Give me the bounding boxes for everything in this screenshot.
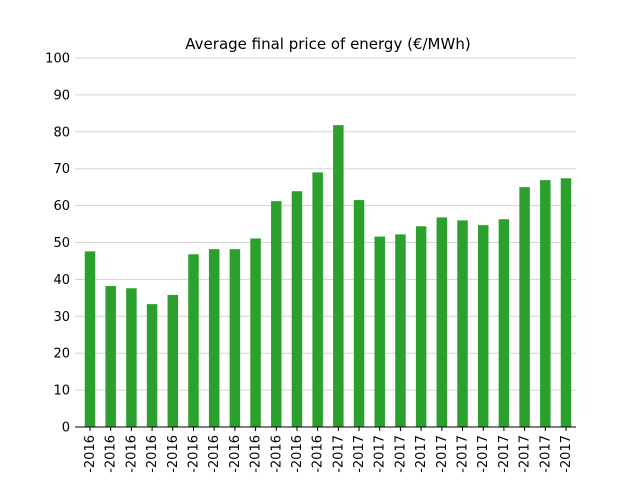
bar: [395, 234, 406, 427]
y-tick-label: 80: [53, 125, 70, 140]
x-tick-label: -2017: [435, 435, 450, 473]
x-tick-label: -2017: [352, 435, 367, 473]
y-tick-label: 70: [53, 162, 70, 177]
bar: [229, 249, 241, 427]
bar: [146, 304, 158, 427]
y-tick-label: 60: [53, 199, 70, 214]
bar: [374, 236, 385, 427]
x-tick-label: -2017: [373, 435, 388, 473]
x-axis: -2016 -2016 -2016 -2016 -2016 -2016 -2016 -2016…: [75, 426, 576, 473]
bar: [208, 249, 220, 427]
x-tick-label: -2017: [476, 435, 491, 473]
bar: [415, 226, 427, 427]
y-tick-label: 30: [53, 310, 70, 325]
bar: [540, 180, 551, 427]
bar: [498, 219, 510, 427]
x-tick-label: -2017: [559, 435, 574, 473]
x-tick-label: -2017: [331, 435, 346, 473]
bar: [291, 191, 303, 427]
bar: [312, 172, 323, 427]
bar: [105, 286, 116, 427]
x-tick-label: -2016: [290, 435, 305, 473]
bar: [353, 200, 365, 427]
x-tick-label: -2016: [186, 435, 201, 473]
bar: [560, 178, 572, 427]
chart-title: Average final price of energy (€/MWh): [185, 35, 470, 53]
x-tick-label: -2016: [207, 435, 222, 473]
x-tick-label: -2016: [145, 435, 160, 473]
x-tick-label: -2016: [249, 435, 264, 473]
bar: [457, 220, 468, 427]
bar: [126, 288, 137, 427]
bar: [84, 251, 96, 427]
x-tick-label: -2016: [83, 435, 98, 473]
x-tick-label: -2016: [228, 435, 243, 473]
y-tick-label: 10: [53, 384, 70, 399]
bar: [188, 254, 199, 427]
x-tick-label: -2017: [518, 435, 533, 473]
x-tick-label: -2016: [124, 435, 139, 473]
x-tick-label: -2016: [311, 435, 326, 473]
y-tick-label: 0: [62, 421, 70, 436]
x-tick-label: -2017: [497, 435, 512, 473]
bar: [333, 125, 344, 428]
y-tick-label: 20: [53, 347, 70, 362]
bar: [519, 187, 530, 427]
bar: [436, 217, 448, 427]
y-axis: 0 10 20 30 40 50 60 70 80 90 100: [45, 52, 70, 436]
bar: [167, 294, 179, 427]
x-tick-label: -2017: [456, 435, 471, 473]
gridlines: [75, 57, 576, 428]
x-tick-label: -2017: [538, 435, 553, 473]
x-tick-label: -2016: [104, 435, 119, 473]
bar: [250, 238, 261, 427]
y-tick-label: 40: [53, 273, 70, 288]
x-tick-label: -2017: [393, 435, 408, 473]
x-tick-label: -2017: [414, 435, 429, 473]
x-tick-label: -2016: [269, 435, 284, 473]
bar: [271, 201, 282, 427]
bar: [477, 225, 489, 427]
y-tick-label: 90: [53, 88, 70, 103]
bars: [84, 125, 572, 428]
y-tick-label: 50: [53, 236, 70, 251]
x-tick-label: -2016: [166, 435, 181, 473]
y-tick-label: 100: [45, 52, 70, 67]
